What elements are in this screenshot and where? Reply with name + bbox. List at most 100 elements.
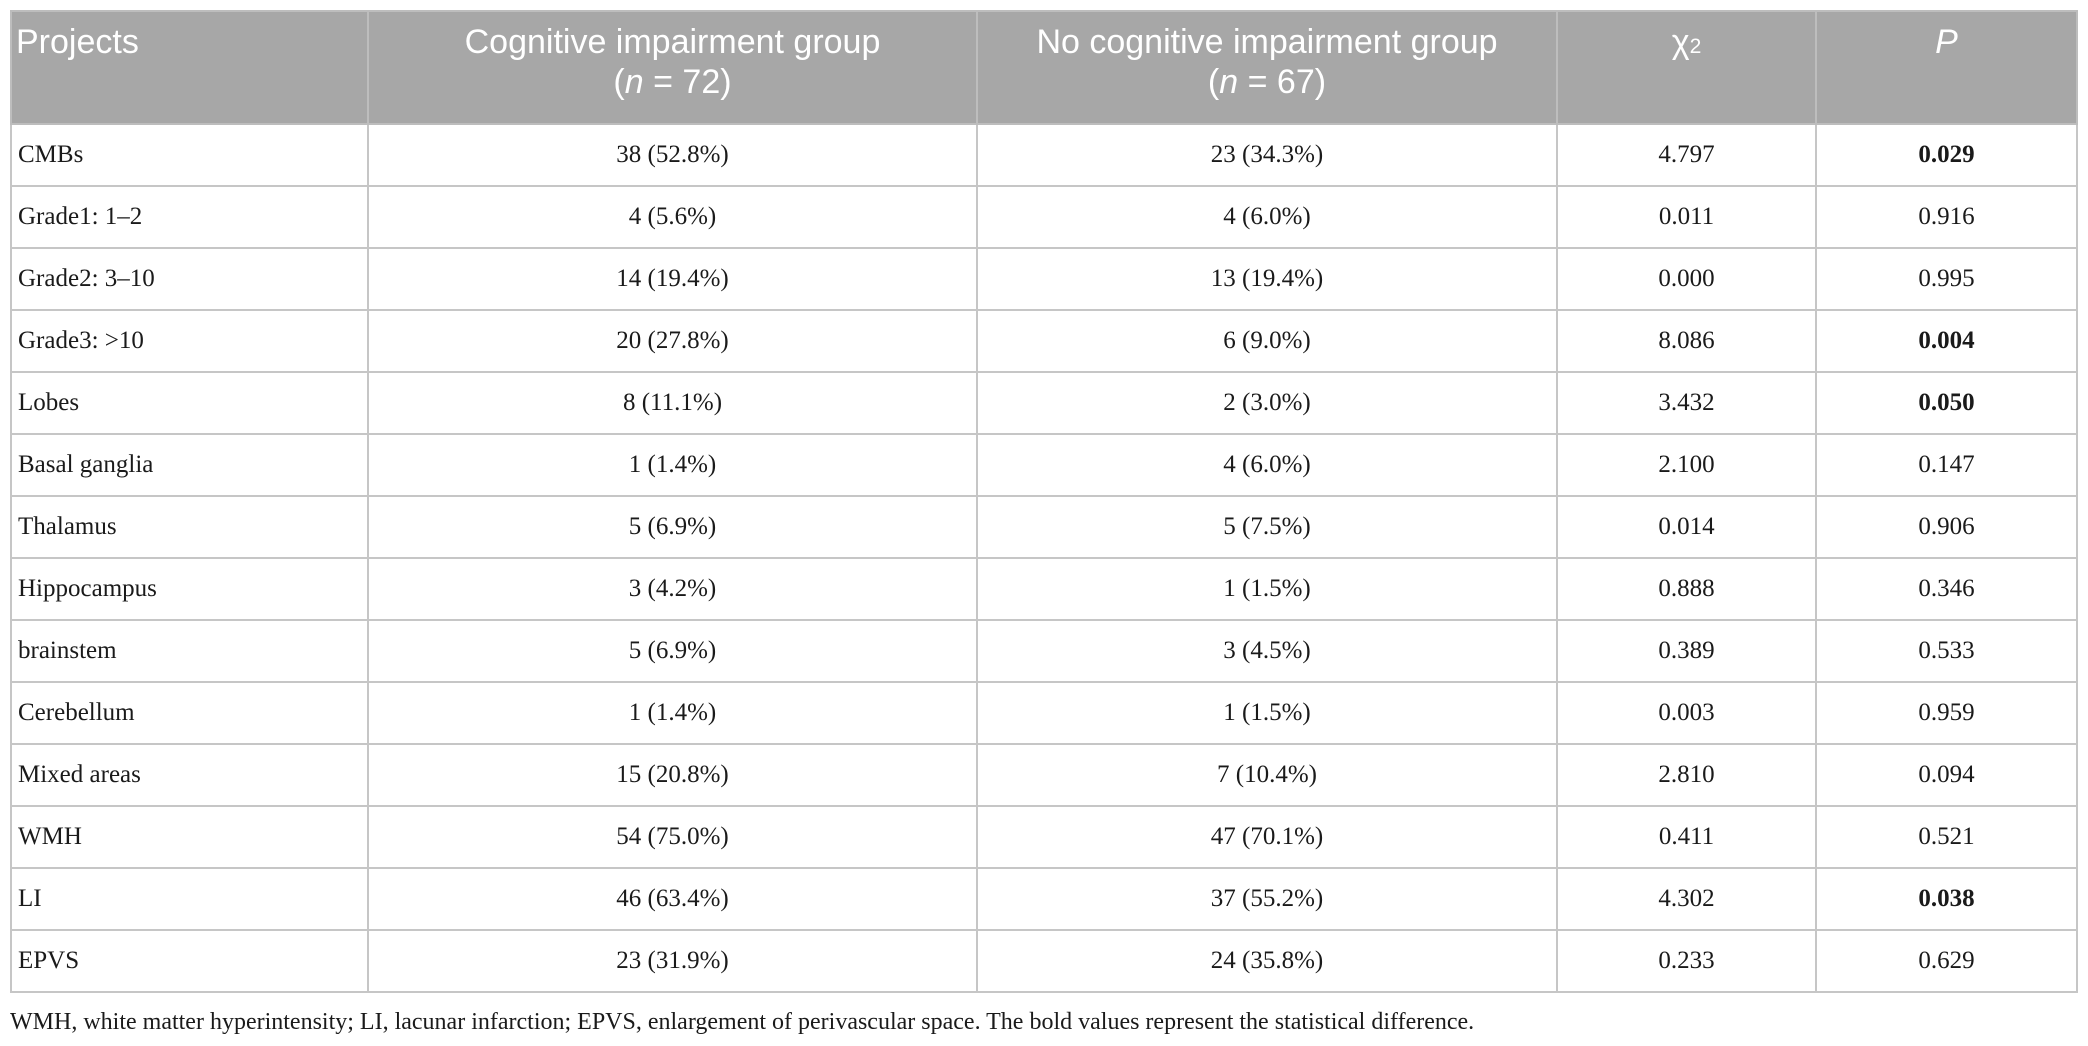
cell-cognitive: 14 (19.4%): [367, 247, 978, 311]
cell-p-value: 0.533: [1815, 619, 2078, 683]
cell-project: Hippocampus: [10, 557, 369, 621]
cell-chi-square: 0.389: [1556, 619, 1817, 683]
table-row: Hippocampus 3 (4.2%) 1 (1.5%) 0.888 0.346: [10, 557, 2078, 621]
table-row: Basal ganglia 1 (1.4%) 4 (6.0%) 2.100 0.147: [10, 433, 2078, 497]
table-row: LI 46 (63.4%) 37 (55.2%) 4.302 0.038: [10, 867, 2078, 931]
cell-chi-square: 8.086: [1556, 309, 1817, 373]
cell-cognitive: 38 (52.8%): [367, 123, 978, 187]
header-projects-label: Projects: [16, 23, 139, 61]
table-row: Grade1: 1–2 4 (5.6%) 4 (6.0%) 0.011 0.916: [10, 185, 2078, 249]
cell-p-value: 0.094: [1815, 743, 2078, 807]
cell-no-cognitive: 2 (3.0%): [976, 371, 1558, 435]
cell-no-cognitive: 5 (7.5%): [976, 495, 1558, 559]
cell-no-cognitive: 13 (19.4%): [976, 247, 1558, 311]
table-header: Projects Cognitive impairment group (n =…: [10, 10, 2078, 125]
cell-chi-square: 4.302: [1556, 867, 1817, 931]
header-p-label: P: [1935, 23, 1958, 61]
cell-p-value: 0.004: [1815, 309, 2078, 373]
header-cognitive-n-italic: n: [624, 63, 644, 101]
header-row: Projects Cognitive impairment group (n =…: [10, 10, 2078, 125]
cell-p-value: 0.959: [1815, 681, 2078, 745]
cell-p-value: 0.038: [1815, 867, 2078, 931]
results-table: Projects Cognitive impairment group (n =…: [10, 10, 2078, 993]
cell-cognitive: 4 (5.6%): [367, 185, 978, 249]
table-row: CMBs 38 (52.8%) 23 (34.3%) 4.797 0.029: [10, 123, 2078, 187]
header-no-cognitive-n: (n = 67): [1207, 63, 1327, 101]
cell-cognitive: 20 (27.8%): [367, 309, 978, 373]
header-chi-square: χ2: [1556, 10, 1817, 125]
cell-chi-square: 0.000: [1556, 247, 1817, 311]
cell-cognitive: 8 (11.1%): [367, 371, 978, 435]
cell-chi-square: 3.432: [1556, 371, 1817, 435]
cell-p-value: 0.916: [1815, 185, 2078, 249]
cell-p-value: 0.050: [1815, 371, 2078, 435]
cell-no-cognitive: 4 (6.0%): [976, 433, 1558, 497]
cell-chi-square: 0.003: [1556, 681, 1817, 745]
table-row: Mixed areas 15 (20.8%) 7 (10.4%) 2.810 0.094: [10, 743, 2078, 807]
header-no-cognitive-label: No cognitive impairment group: [1036, 23, 1498, 61]
cell-no-cognitive: 23 (34.3%): [976, 123, 1558, 187]
header-chi-symbol: χ: [1671, 23, 1690, 61]
cell-p-value: 0.629: [1815, 929, 2078, 993]
cell-cognitive: 23 (31.9%): [367, 929, 978, 993]
cell-project: Grade2: 3–10: [10, 247, 369, 311]
table-row: Grade2: 3–10 14 (19.4%) 13 (19.4%) 0.000 0.9…: [10, 247, 2078, 311]
header-projects: Projects: [10, 10, 369, 125]
cell-project: EPVS: [10, 929, 369, 993]
cell-p-value: 0.029: [1815, 123, 2078, 187]
cell-project: Cerebellum: [10, 681, 369, 745]
cell-project: Mixed areas: [10, 743, 369, 807]
cell-cognitive: 54 (75.0%): [367, 805, 978, 869]
cell-p-value: 0.995: [1815, 247, 2078, 311]
cell-p-value: 0.906: [1815, 495, 2078, 559]
cell-no-cognitive: 4 (6.0%): [976, 185, 1558, 249]
table-row: EPVS 23 (31.9%) 24 (35.8%) 0.233 0.629: [10, 929, 2078, 993]
cell-project: WMH: [10, 805, 369, 869]
header-cognitive-n-value: = 72: [643, 63, 721, 101]
cell-chi-square: 2.810: [1556, 743, 1817, 807]
table-row: Cerebellum 1 (1.4%) 1 (1.5%) 0.003 0.959: [10, 681, 2078, 745]
cell-cognitive: 5 (6.9%): [367, 495, 978, 559]
cell-cognitive: 5 (6.9%): [367, 619, 978, 683]
table-footnote: WMH, white matter hyperintensity; LI, la…: [10, 1009, 1475, 1035]
cell-no-cognitive: 47 (70.1%): [976, 805, 1558, 869]
cell-project: Basal ganglia: [10, 433, 369, 497]
cell-p-value: 0.346: [1815, 557, 2078, 621]
cell-cognitive: 3 (4.2%): [367, 557, 978, 621]
cell-no-cognitive: 7 (10.4%): [976, 743, 1558, 807]
header-no-cognitive-n-italic: n: [1219, 63, 1239, 101]
cell-cognitive: 1 (1.4%): [367, 681, 978, 745]
cell-cognitive: 15 (20.8%): [367, 743, 978, 807]
table-body: CMBs 38 (52.8%) 23 (34.3%) 4.797 0.029 Grade1…: [10, 123, 2078, 993]
table-row: WMH 54 (75.0%) 47 (70.1%) 0.411 0.521: [10, 805, 2078, 869]
cell-no-cognitive: 1 (1.5%): [976, 681, 1558, 745]
cell-chi-square: 0.014: [1556, 495, 1817, 559]
cell-chi-square: 0.888: [1556, 557, 1817, 621]
cell-chi-square: 0.011: [1556, 185, 1817, 249]
cell-no-cognitive: 37 (55.2%): [976, 867, 1558, 931]
header-no-cognitive-n-value: = 67: [1238, 63, 1315, 101]
cell-chi-square: 0.233: [1556, 929, 1817, 993]
table-row: Thalamus 5 (6.9%) 5 (7.5%) 0.014 0.906: [10, 495, 2078, 559]
cell-p-value: 0.147: [1815, 433, 2078, 497]
cell-project: Grade1: 1–2: [10, 185, 369, 249]
cell-chi-square: 4.797: [1556, 123, 1817, 187]
table-container: Projects Cognitive impairment group (n =…: [10, 10, 2078, 1036]
table-row: brainstem 5 (6.9%) 3 (4.5%) 0.389 0.533: [10, 619, 2078, 683]
cell-project: Grade3: >10: [10, 309, 369, 373]
header-chi-superscript: 2: [1689, 35, 1702, 58]
cell-chi-square: 0.411: [1556, 805, 1817, 869]
table-row: Grade3: >10 20 (27.8%) 6 (9.0%) 8.086 0.004: [10, 309, 2078, 373]
cell-p-value: 0.521: [1815, 805, 2078, 869]
cell-no-cognitive: 24 (35.8%): [976, 929, 1558, 993]
header-p-value: P: [1815, 10, 2078, 125]
table-row: Lobes 8 (11.1%) 2 (3.0%) 3.432 0.050: [10, 371, 2078, 435]
cell-cognitive: 46 (63.4%): [367, 867, 978, 931]
cell-project: Lobes: [10, 371, 369, 435]
cell-no-cognitive: 6 (9.0%): [976, 309, 1558, 373]
cell-project: brainstem: [10, 619, 369, 683]
cell-chi-square: 2.100: [1556, 433, 1817, 497]
header-cognitive-n: (n = 72): [613, 63, 732, 101]
cell-cognitive: 1 (1.4%): [367, 433, 978, 497]
header-no-cognitive-group: No cognitive impairment group (n = 67): [976, 10, 1558, 125]
